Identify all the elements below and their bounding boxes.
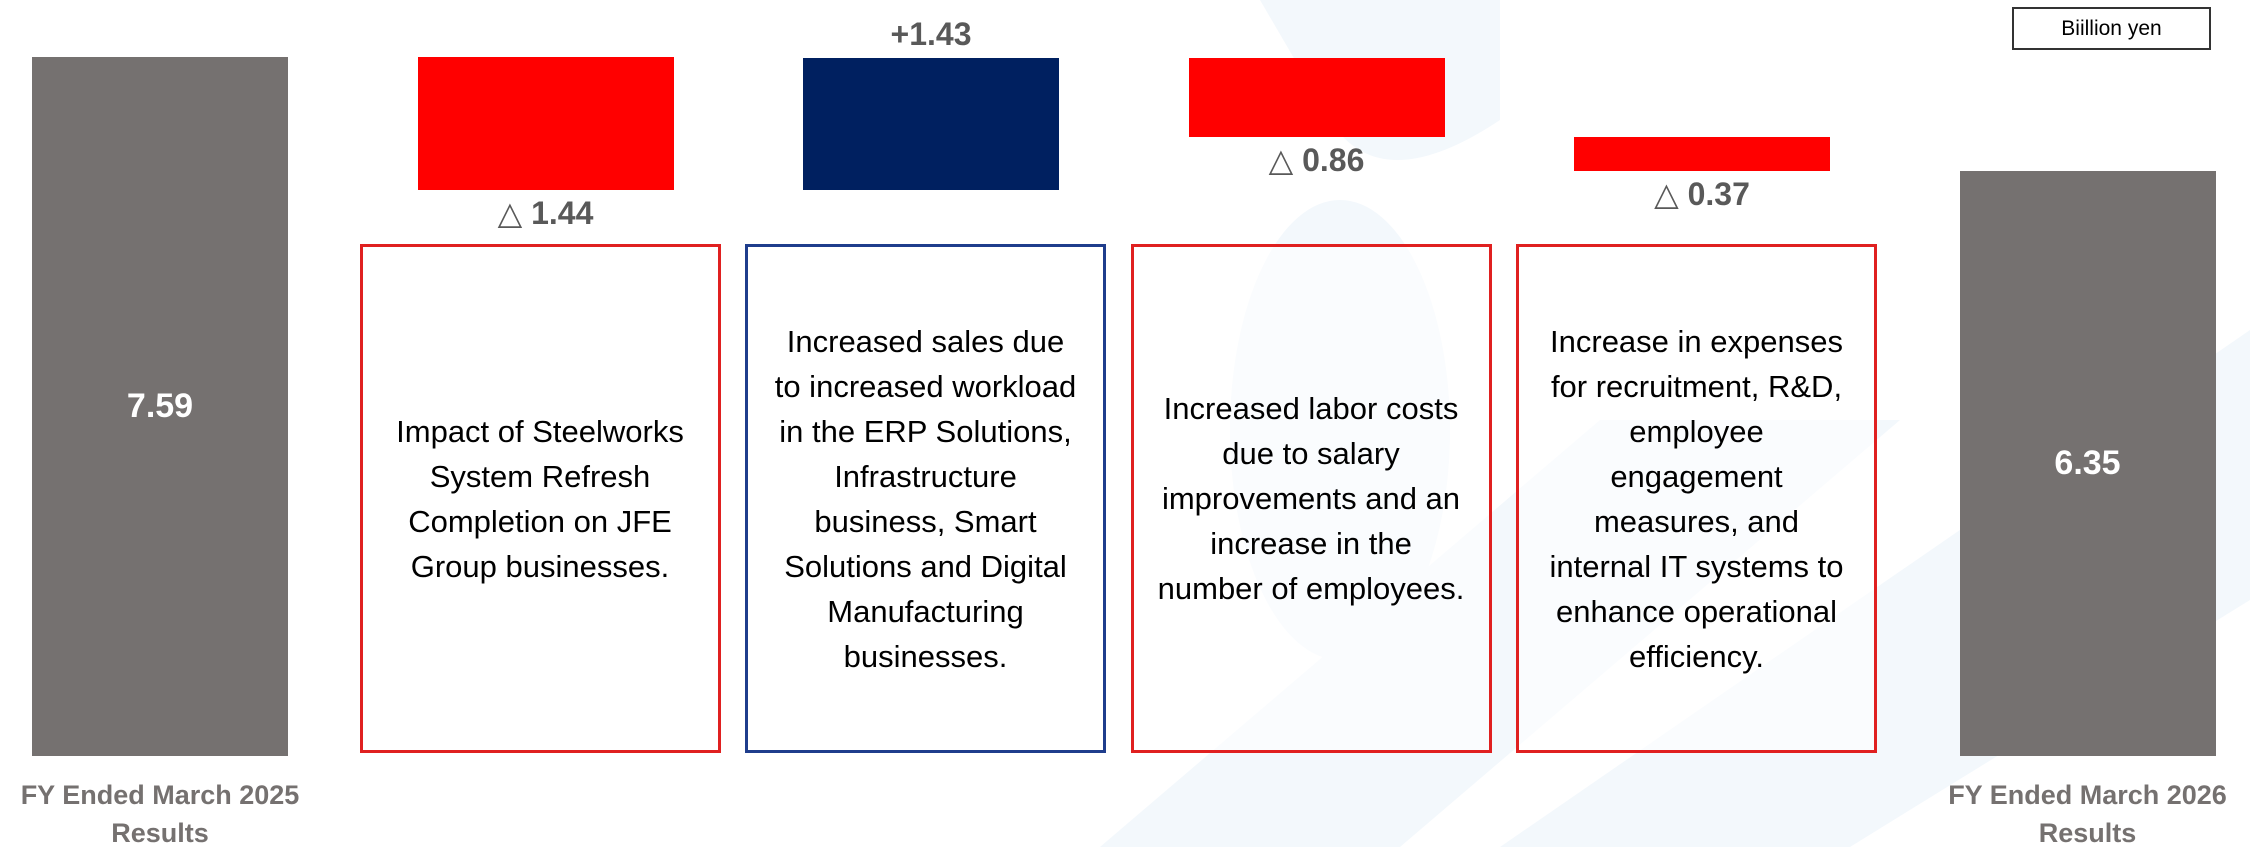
bar: [32, 57, 288, 756]
bar: [803, 57, 1059, 190]
value-label: △ 1.44: [497, 194, 594, 231]
value-label: 7.59: [126, 386, 194, 425]
value-label: △ 0.37: [1654, 176, 1750, 213]
annotation-box: Increased labor costs due to salary impr…: [1130, 244, 1492, 753]
annotation-box: Impact of Steelworks System Refresh Comp…: [359, 244, 721, 753]
bar: [1959, 171, 2216, 756]
annotation-box: Increased sales due to increased workloa…: [745, 244, 1106, 753]
unit-label: Biillion yen: [2012, 7, 2211, 50]
bar: [1574, 137, 1830, 172]
annotation-box: Increase in expenses for recruitment, R&…: [1516, 244, 1877, 753]
bar: [1188, 57, 1445, 138]
value-label: +1.43: [890, 15, 972, 52]
category-label: FY Ended March 2025 Results: [20, 780, 300, 847]
category-label: FY Ended March 2026 Results: [1948, 780, 2227, 847]
value-label: △ 0.86: [1268, 142, 1365, 179]
value-label: 6.35: [2054, 443, 2121, 482]
bar: [417, 57, 674, 190]
